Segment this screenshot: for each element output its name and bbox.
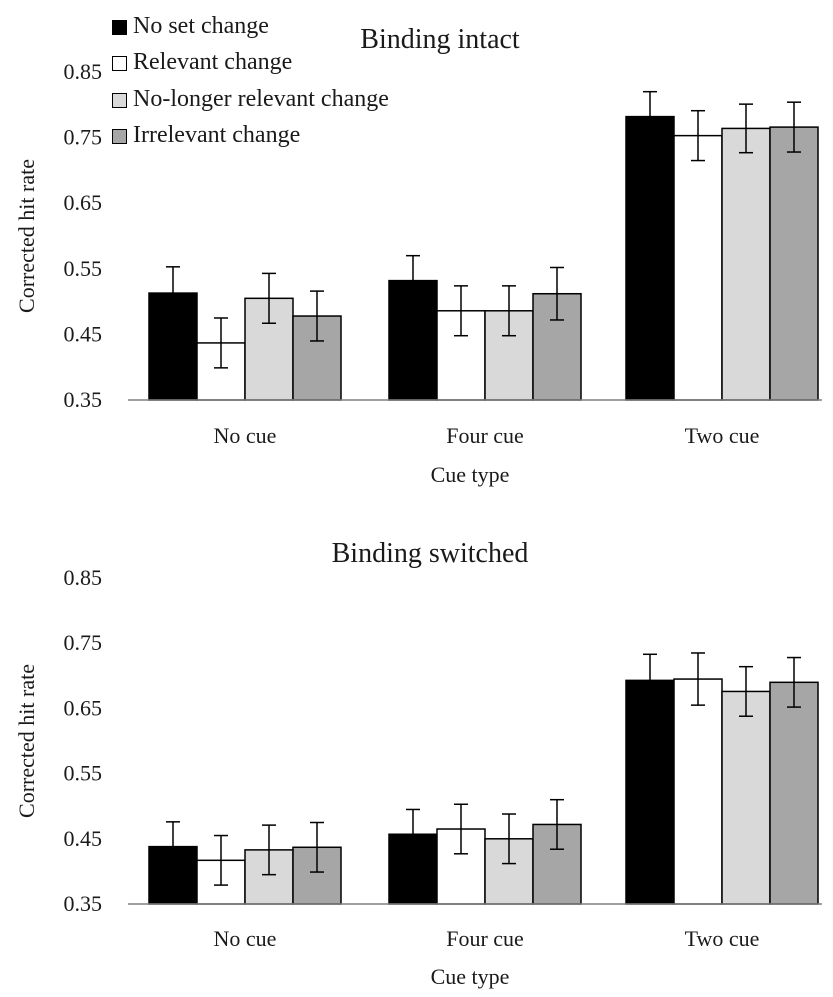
legend-item-no-longer-relevant-change: No-longer relevant change [112,81,389,118]
x-tick-label: No cue [214,423,277,448]
legend-item-irrelevant-change: Irrelevant change [112,118,389,155]
legend-label: Relevant change [133,49,293,76]
y-tick-label: 0.75 [64,630,103,655]
x-tick-label: Four cue [446,423,524,448]
bar-no-set-change-two-cue [625,679,675,905]
chart-title: Binding intact [360,24,520,55]
x-tick-label: Two cue [685,926,760,951]
bar-relevant-change-two-cue [673,134,723,401]
y-tick-label: 0.85 [64,565,103,590]
legend-swatch [112,56,127,72]
y-tick-label: 0.55 [64,256,103,281]
chart-binding-switched: Binding switched 0.35 0.45 0.55 0.65 0.75 0.85… [14,538,822,989]
y-tick-label: 0.65 [64,695,103,720]
x-tick-label: No cue [214,926,277,951]
y-tick-label: 0.75 [64,125,103,150]
bar-no-longer-relevant-change-two-cue [721,127,771,401]
legend-swatch [112,92,127,108]
x-tick-label: Two cue [685,423,760,448]
x-axis-label: Cue type [431,964,510,989]
bar-irrelevant-change-two-cue [769,681,819,905]
legend-label: No-longer relevant change [133,85,389,112]
chart-binding-intact: Binding intact 0.35 0.45 0.55 0.65 0.75 0.85 Co… [14,24,822,487]
y-tick-label: 0.45 [64,826,103,851]
legend-swatch [112,129,127,145]
bar-no-set-change-two-cue [625,115,675,401]
legend-item-no-set-change: No set change [112,8,389,45]
y-tick-label: 0.35 [64,387,103,412]
legend: No set change Relevant change No-longer … [112,8,389,154]
chart-title: Binding switched [332,538,529,569]
y-tick-label: 0.35 [64,891,103,916]
legend-label: No set change [133,12,269,39]
x-tick-label: Four cue [446,926,524,951]
legend-label: Irrelevant change [133,122,301,149]
legend-swatch [112,19,127,35]
y-axis-label: Corrected hit rate [14,664,39,818]
y-tick-label: 0.55 [64,761,103,786]
y-tick-label: 0.65 [64,190,103,215]
bar-no-longer-relevant-change-two-cue [721,690,771,905]
y-tick-label: 0.85 [64,59,103,84]
bar-relevant-change-two-cue [673,678,723,905]
y-tick-label: 0.45 [64,321,103,346]
bar-irrelevant-change-two-cue [769,126,819,401]
x-axis-label: Cue type [431,462,510,487]
legend-item-relevant-change: Relevant change [112,45,389,82]
y-axis-label: Corrected hit rate [14,159,39,313]
